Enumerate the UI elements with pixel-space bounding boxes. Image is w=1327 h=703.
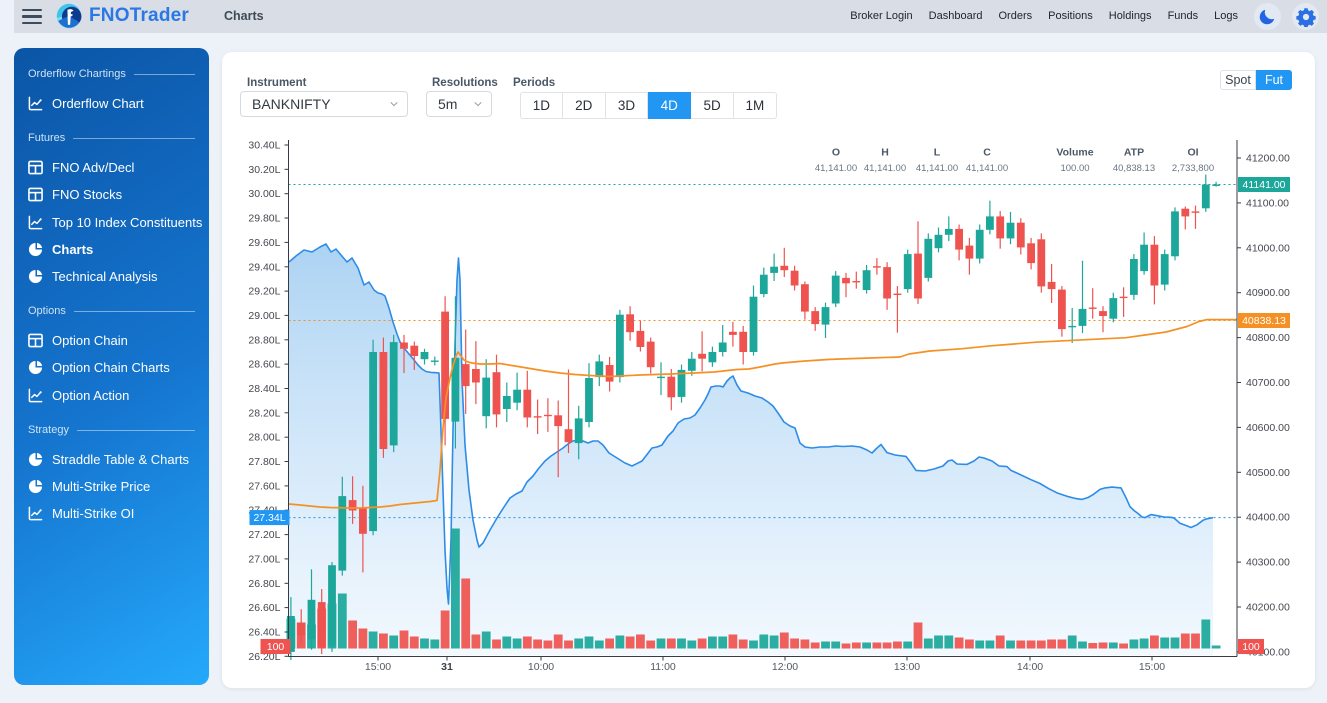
svg-text:40600.00: 40600.00 <box>1246 422 1290 434</box>
svg-text:L: L <box>934 147 941 159</box>
svg-text:O: O <box>832 147 840 159</box>
svg-text:40800.00: 40800.00 <box>1246 332 1290 344</box>
svg-text:28.40L: 28.40L <box>248 383 280 395</box>
svg-text:40400.00: 40400.00 <box>1246 512 1290 524</box>
svg-text:30.40L: 30.40L <box>248 140 280 152</box>
svg-text:11:00: 11:00 <box>650 661 676 673</box>
svg-text:100: 100 <box>267 641 285 653</box>
svg-text:40,838.13: 40,838.13 <box>1113 163 1155 174</box>
svg-text:14:00: 14:00 <box>1017 661 1043 673</box>
svg-text:28.00L: 28.00L <box>248 432 280 444</box>
svg-text:26.40L: 26.40L <box>248 627 280 639</box>
svg-text:OI: OI <box>1187 147 1198 159</box>
svg-text:12:00: 12:00 <box>772 661 798 673</box>
svg-text:40838.13: 40838.13 <box>1242 315 1286 327</box>
svg-text:41,141.00: 41,141.00 <box>864 163 906 174</box>
svg-text:40300.00: 40300.00 <box>1246 557 1290 569</box>
svg-text:27.80L: 27.80L <box>248 456 280 468</box>
svg-text:41141.00: 41141.00 <box>1242 179 1285 191</box>
svg-text:28.20L: 28.20L <box>248 407 280 419</box>
svg-text:41200.00: 41200.00 <box>1246 153 1290 165</box>
svg-text:31: 31 <box>441 661 453 673</box>
svg-text:41100.00: 41100.00 <box>1246 197 1289 209</box>
svg-text:40700.00: 40700.00 <box>1246 377 1290 389</box>
svg-text:H: H <box>881 147 889 159</box>
svg-text:27.60L: 27.60L <box>248 480 280 492</box>
svg-text:29.60L: 29.60L <box>248 237 280 249</box>
svg-text:2,733,800: 2,733,800 <box>1172 163 1214 174</box>
svg-text:13:00: 13:00 <box>894 661 920 673</box>
svg-text:29.20L: 29.20L <box>248 286 280 298</box>
svg-text:27.00L: 27.00L <box>248 553 280 565</box>
svg-text:40900.00: 40900.00 <box>1246 287 1290 299</box>
svg-text:41,141.00: 41,141.00 <box>815 163 857 174</box>
svg-text:15:00: 15:00 <box>1139 661 1165 673</box>
svg-text:40200.00: 40200.00 <box>1246 602 1290 614</box>
svg-text:ATP: ATP <box>1124 147 1144 159</box>
svg-text:100.00: 100.00 <box>1060 163 1089 174</box>
svg-text:41000.00: 41000.00 <box>1246 242 1290 254</box>
svg-text:29.40L: 29.40L <box>248 261 280 273</box>
svg-text:29.00L: 29.00L <box>248 310 280 322</box>
svg-text:15:00: 15:00 <box>365 661 391 673</box>
svg-text:26.80L: 26.80L <box>248 578 280 590</box>
svg-text:28.80L: 28.80L <box>248 334 280 346</box>
svg-text:28.60L: 28.60L <box>248 359 280 371</box>
svg-text:41,141.00: 41,141.00 <box>966 163 1008 174</box>
svg-text:26.60L: 26.60L <box>248 602 280 614</box>
svg-text:40500.00: 40500.00 <box>1246 467 1290 479</box>
svg-text:41,141.00: 41,141.00 <box>916 163 958 174</box>
svg-text:100: 100 <box>1242 641 1260 653</box>
svg-text:C: C <box>983 147 991 159</box>
svg-text:10:00: 10:00 <box>528 661 554 673</box>
svg-text:30.20L: 30.20L <box>248 164 280 176</box>
svg-text:27.20L: 27.20L <box>248 529 280 541</box>
svg-text:27.34L: 27.34L <box>253 512 285 524</box>
svg-text:Volume: Volume <box>1056 147 1093 159</box>
svg-text:29.80L: 29.80L <box>248 213 280 225</box>
svg-text:30.00L: 30.00L <box>248 188 280 200</box>
